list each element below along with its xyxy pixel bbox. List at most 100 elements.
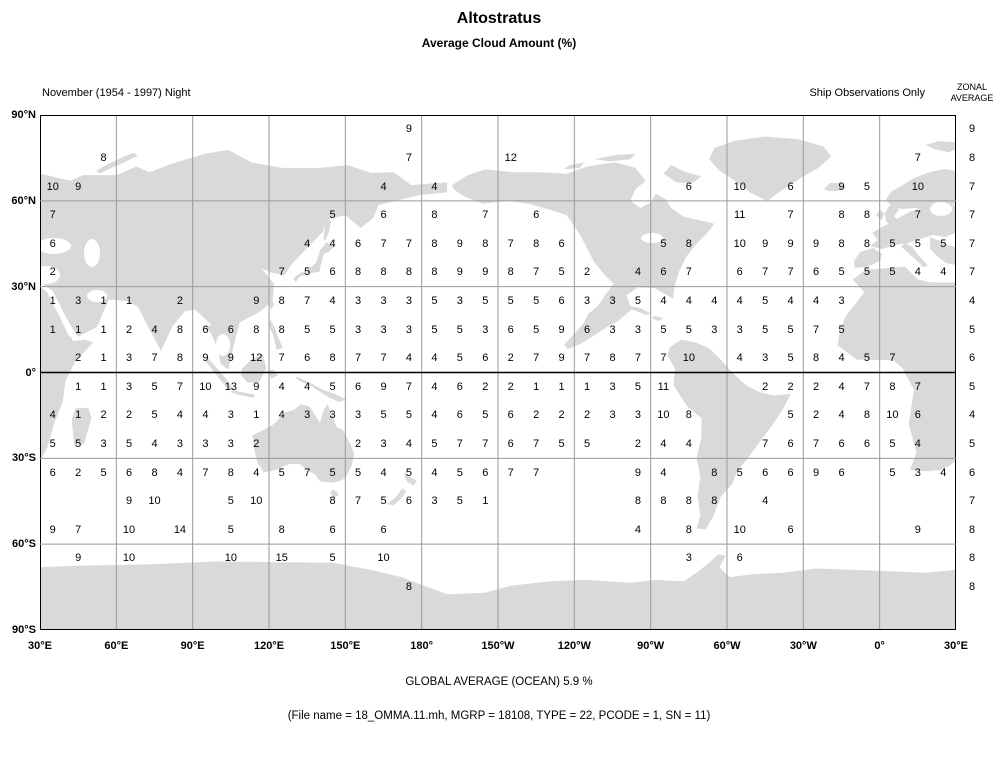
cell-value: 7 <box>49 209 56 222</box>
cell-value: 2 <box>75 466 82 479</box>
cell-value: 5 <box>863 352 870 365</box>
cell-value: 2 <box>583 409 591 422</box>
cell-value: 8 <box>405 266 412 279</box>
cell-value: 3 <box>354 323 362 336</box>
cell-value: 8 <box>863 237 870 250</box>
cell-value: 4 <box>660 294 667 307</box>
cell-value: 5 <box>329 380 336 393</box>
cell-value: 6 <box>456 380 463 393</box>
cell-value: 9 <box>202 352 209 365</box>
cell-value: 5 <box>634 380 641 393</box>
cell-value: 6 <box>736 266 743 279</box>
cell-value: 8 <box>253 323 260 336</box>
cell-value: 7 <box>278 352 285 365</box>
cell-value: 9 <box>227 352 234 365</box>
cell-value: 10 <box>46 180 59 193</box>
cell-value: 8 <box>354 266 362 279</box>
landmass-tasmania <box>330 489 339 497</box>
cell-value: 6 <box>533 209 540 222</box>
cell-value: 7 <box>787 209 794 222</box>
cell-value: 1 <box>75 380 82 393</box>
longitude-tick-label: 120°E <box>253 640 285 652</box>
cell-value: 3 <box>711 323 718 336</box>
cell-value: 5 <box>278 466 285 479</box>
cell-value: 3 <box>380 438 387 451</box>
landmass-taiwan <box>269 301 275 310</box>
cell-value: 3 <box>176 438 183 451</box>
cell-value: 6 <box>558 294 565 307</box>
cell-value: 4 <box>634 523 641 536</box>
cell-value: 5 <box>736 466 743 479</box>
cell-value: 8 <box>278 294 285 307</box>
sea-red <box>46 289 74 337</box>
cell-value: 7 <box>482 438 489 451</box>
cell-value: 5 <box>558 266 565 279</box>
cell-value: 8 <box>838 209 845 222</box>
cell-value: 4 <box>736 294 743 307</box>
cell-value: 5 <box>380 409 387 422</box>
cell-value: 6 <box>838 466 845 479</box>
cell-value: 3 <box>354 409 362 422</box>
cell-value: 1 <box>558 380 565 393</box>
cell-value: 5 <box>863 180 870 193</box>
landmass-new-zealand-north <box>403 472 417 486</box>
cell-value: 5 <box>583 438 591 451</box>
cell-value: 2 <box>176 294 183 307</box>
cell-value: 3 <box>736 323 743 336</box>
cell-value: 4 <box>431 352 438 365</box>
cell-value: 4 <box>685 294 692 307</box>
zonal-average-value: 4 <box>968 409 976 422</box>
page-title: Altostratus <box>456 10 542 27</box>
cell-value: 9 <box>914 523 921 536</box>
page-subtitle: Average Cloud Amount (%) <box>421 36 577 50</box>
cell-value: 4 <box>278 380 285 393</box>
longitude-tick-label: 60°W <box>713 640 741 652</box>
landmass-australia <box>252 404 355 483</box>
cell-value: 10 <box>657 409 670 422</box>
cell-value: 15 <box>275 552 288 565</box>
cell-value: 4 <box>431 466 438 479</box>
cell-value: 7 <box>583 352 591 365</box>
latitude-tick-label: 0° <box>25 366 36 379</box>
zonal-average-value: 7 <box>968 209 976 222</box>
cell-value: 3 <box>609 323 616 336</box>
cell-value: 4 <box>762 495 769 508</box>
cell-value: 5 <box>456 495 463 508</box>
cell-value: 5 <box>354 466 362 479</box>
cell-value: 3 <box>125 380 133 393</box>
cell-value: 8 <box>609 352 616 365</box>
cell-value: 4 <box>176 409 183 422</box>
cell-value: 9 <box>787 237 794 250</box>
zonal-average-value: 4 <box>968 294 976 307</box>
cell-value: 2 <box>482 380 489 393</box>
latitude-tick-label: 90°N <box>11 109 36 121</box>
longitude-tick-label: 150°W <box>481 640 515 652</box>
cell-value: 5 <box>227 523 234 536</box>
cell-value: 7 <box>304 466 311 479</box>
cell-value: 5 <box>787 409 794 422</box>
cell-value: 10 <box>250 495 263 508</box>
cell-value: 5 <box>380 495 387 508</box>
cell-value: 4 <box>914 266 921 279</box>
cell-value: 7 <box>75 523 82 536</box>
cell-value: 4 <box>431 180 438 193</box>
cell-value: 6 <box>863 438 870 451</box>
cell-value: 7 <box>380 352 387 365</box>
cell-value: 3 <box>634 409 641 422</box>
cell-value: 9 <box>456 237 463 250</box>
cell-value: 4 <box>685 438 692 451</box>
cell-value: 5 <box>940 237 947 250</box>
zonal-average-value: 6 <box>968 466 976 479</box>
cell-value: 5 <box>329 209 336 222</box>
cell-value: 4 <box>380 180 387 193</box>
landmass-java <box>230 390 255 398</box>
cell-value: 7 <box>863 380 870 393</box>
cell-value: 1 <box>49 294 56 307</box>
cell-value: 6 <box>583 323 591 336</box>
cell-value: 4 <box>838 409 845 422</box>
cell-value: 6 <box>482 466 489 479</box>
cell-value: 12 <box>504 151 517 164</box>
cell-value: 3 <box>762 352 769 365</box>
cell-value: 8 <box>151 466 158 479</box>
cell-value: 3 <box>380 323 387 336</box>
